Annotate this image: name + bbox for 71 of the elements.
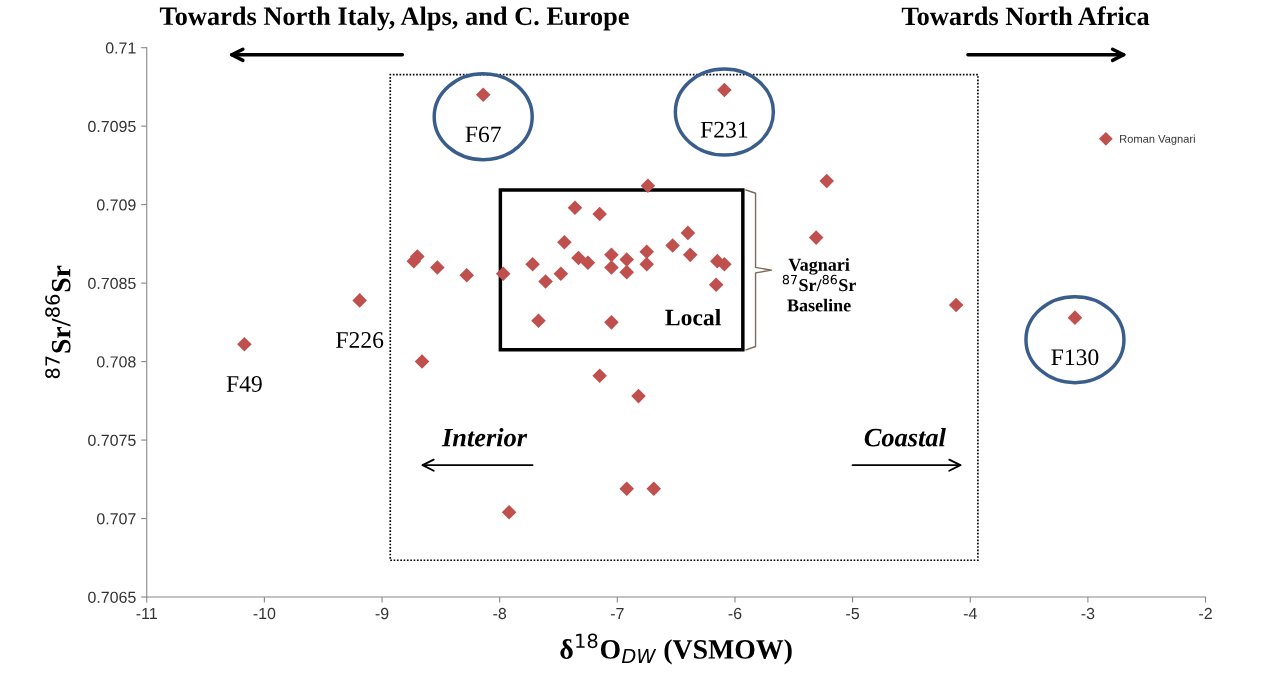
annotation: F130 — [1051, 349, 1099, 366]
point — [1067, 310, 1083, 325]
point — [430, 260, 445, 275]
x-tick-label: -9 — [375, 607, 389, 620]
annotation: F231 — [700, 121, 748, 138]
point — [665, 238, 680, 253]
y-tick-label: 0.707 — [96, 513, 136, 525]
point — [580, 255, 596, 270]
x-tick-label: -4 — [963, 608, 977, 620]
x-tick-label: -6 — [728, 607, 742, 620]
point — [592, 368, 607, 383]
annotation: Interior — [441, 427, 528, 447]
point — [646, 481, 662, 497]
point — [717, 82, 732, 98]
x-tick-label: -2 — [1199, 607, 1212, 620]
text: Towards North Africa — [901, 6, 1150, 26]
point — [553, 266, 569, 281]
point — [819, 173, 835, 189]
y-tick-label: 0.7065 — [88, 591, 136, 603]
text: Towards North Italy, Alps, and C. Europe — [159, 6, 629, 31]
point — [557, 235, 572, 250]
point — [619, 481, 635, 497]
point — [237, 337, 252, 352]
point — [640, 178, 656, 194]
point — [352, 293, 367, 308]
x-tick-label: -8 — [493, 607, 507, 620]
y-tick-label: 0.71 — [105, 42, 136, 54]
y-tick-label: 0.709 — [96, 199, 136, 211]
annotation: F67 — [465, 126, 501, 143]
point — [639, 256, 655, 272]
point — [525, 256, 540, 272]
x-axis-title: δ$^{18}$O$_{DW}$ (VSMOW) — [560, 633, 792, 665]
annotation: Vagnari $^{87}$Sr/$^{86}$Sr Baseline — [782, 258, 856, 312]
y-tick-label: 0.7095 — [88, 120, 136, 133]
point — [604, 315, 619, 330]
x-tick-label: -10 — [253, 607, 276, 620]
x-tick-label: -11 — [136, 608, 157, 620]
point — [538, 274, 553, 289]
x-tick-label: -5 — [846, 608, 860, 620]
annotation: Coastal — [864, 427, 946, 447]
point — [414, 354, 430, 369]
annotation: Local — [665, 308, 721, 326]
point — [717, 256, 732, 272]
point — [708, 277, 724, 292]
point — [808, 230, 824, 245]
y-tick-label: 0.708 — [96, 356, 136, 368]
point — [604, 247, 619, 263]
point — [604, 260, 619, 275]
point — [680, 225, 696, 241]
point — [619, 252, 635, 267]
point — [567, 200, 583, 216]
y-tick-label: 0.7075 — [88, 434, 136, 447]
y-axis-title: $^{87}$Sr/$^{86}$Sr — [45, 265, 71, 379]
point — [682, 247, 698, 263]
point — [475, 87, 491, 103]
point — [948, 297, 964, 313]
point — [495, 266, 511, 281]
point — [639, 244, 655, 259]
x-tick-label: -7 — [610, 608, 624, 620]
point — [592, 206, 607, 222]
point — [619, 264, 635, 280]
point — [531, 313, 546, 329]
y-tick-label: 0.7085 — [88, 277, 136, 290]
annotation: F226 — [336, 332, 384, 348]
x-tick-label: -3 — [1081, 607, 1095, 620]
point — [571, 250, 586, 266]
point — [501, 504, 517, 520]
point — [631, 388, 646, 404]
annotation: F49 — [226, 376, 262, 392]
legend-label: Roman Vagnari — [1120, 134, 1195, 145]
point — [459, 267, 475, 283]
